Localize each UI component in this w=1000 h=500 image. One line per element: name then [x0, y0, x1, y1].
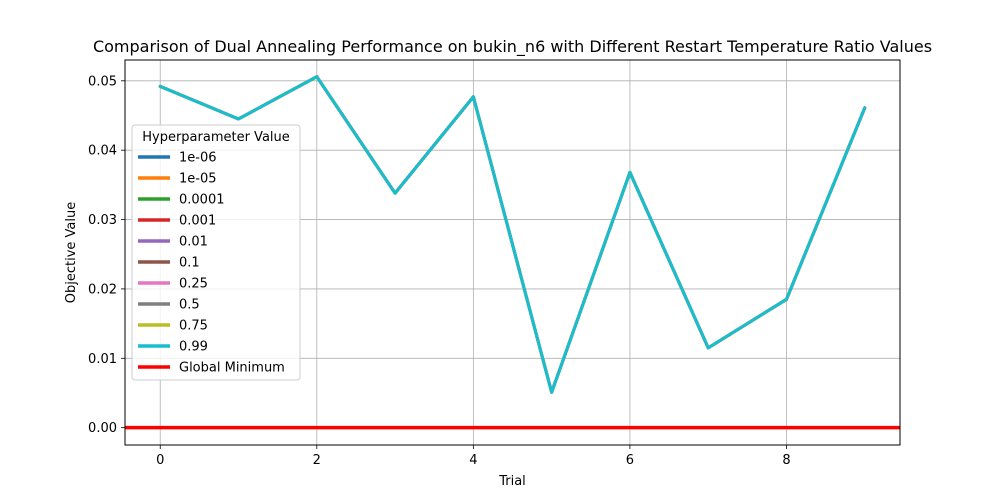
- legend-label: 0.1: [179, 256, 200, 271]
- legend-label: 0.25: [179, 277, 208, 292]
- x-axis-ticks: 0 2 4 6 8: [156, 445, 791, 468]
- legend: Hyperparameter Value 1e-06 1e-05 0.0001 0.0…: [131, 124, 301, 381]
- legend-label: Global Minimum: [179, 361, 285, 376]
- y-tick-label: 0.05: [88, 74, 117, 89]
- y-tick-label: 0.00: [88, 421, 117, 436]
- y-axis-title: Objective Value: [64, 202, 79, 303]
- series-layer: [158, 75, 867, 394]
- x-tick-label: 4: [469, 453, 477, 468]
- x-axis-title: Trial: [498, 474, 526, 489]
- chart-title: Comparison of Dual Annealing Performance…: [93, 37, 932, 57]
- y-axis-ticks: 0.00 0.01 0.02 0.03 0.04 0.05: [88, 74, 125, 436]
- legend-label: 1e-06: [179, 151, 217, 166]
- legend-label: 0.001: [179, 214, 216, 229]
- legend-title: Hyperparameter Value: [142, 130, 290, 145]
- legend-label: 1e-05: [179, 172, 217, 187]
- x-tick-label: 2: [313, 453, 321, 468]
- legend-box: [131, 124, 301, 381]
- y-tick-label: 0.04: [88, 144, 117, 159]
- y-tick-label: 0.03: [88, 213, 117, 228]
- legend-label: 0.99: [179, 340, 208, 355]
- x-tick-label: 0: [156, 453, 164, 468]
- legend-label: 0.5: [179, 298, 200, 313]
- plot-area-frame: [124, 59, 901, 446]
- legend-entries: 1e-06 1e-05 0.0001 0.001 0.01 0.1 0.25 0.5 0.75 0…: [138, 151, 285, 376]
- legend-label: 0.01: [179, 235, 208, 250]
- legend-label: 0.0001: [179, 193, 225, 208]
- legend-label: 0.75: [179, 319, 208, 334]
- y-tick-label: 0.01: [88, 352, 117, 367]
- y-tick-label: 0.02: [88, 282, 117, 297]
- x-tick-label: 8: [782, 453, 790, 468]
- x-tick-label: 6: [626, 453, 634, 468]
- series-line-0.99: [158, 75, 867, 394]
